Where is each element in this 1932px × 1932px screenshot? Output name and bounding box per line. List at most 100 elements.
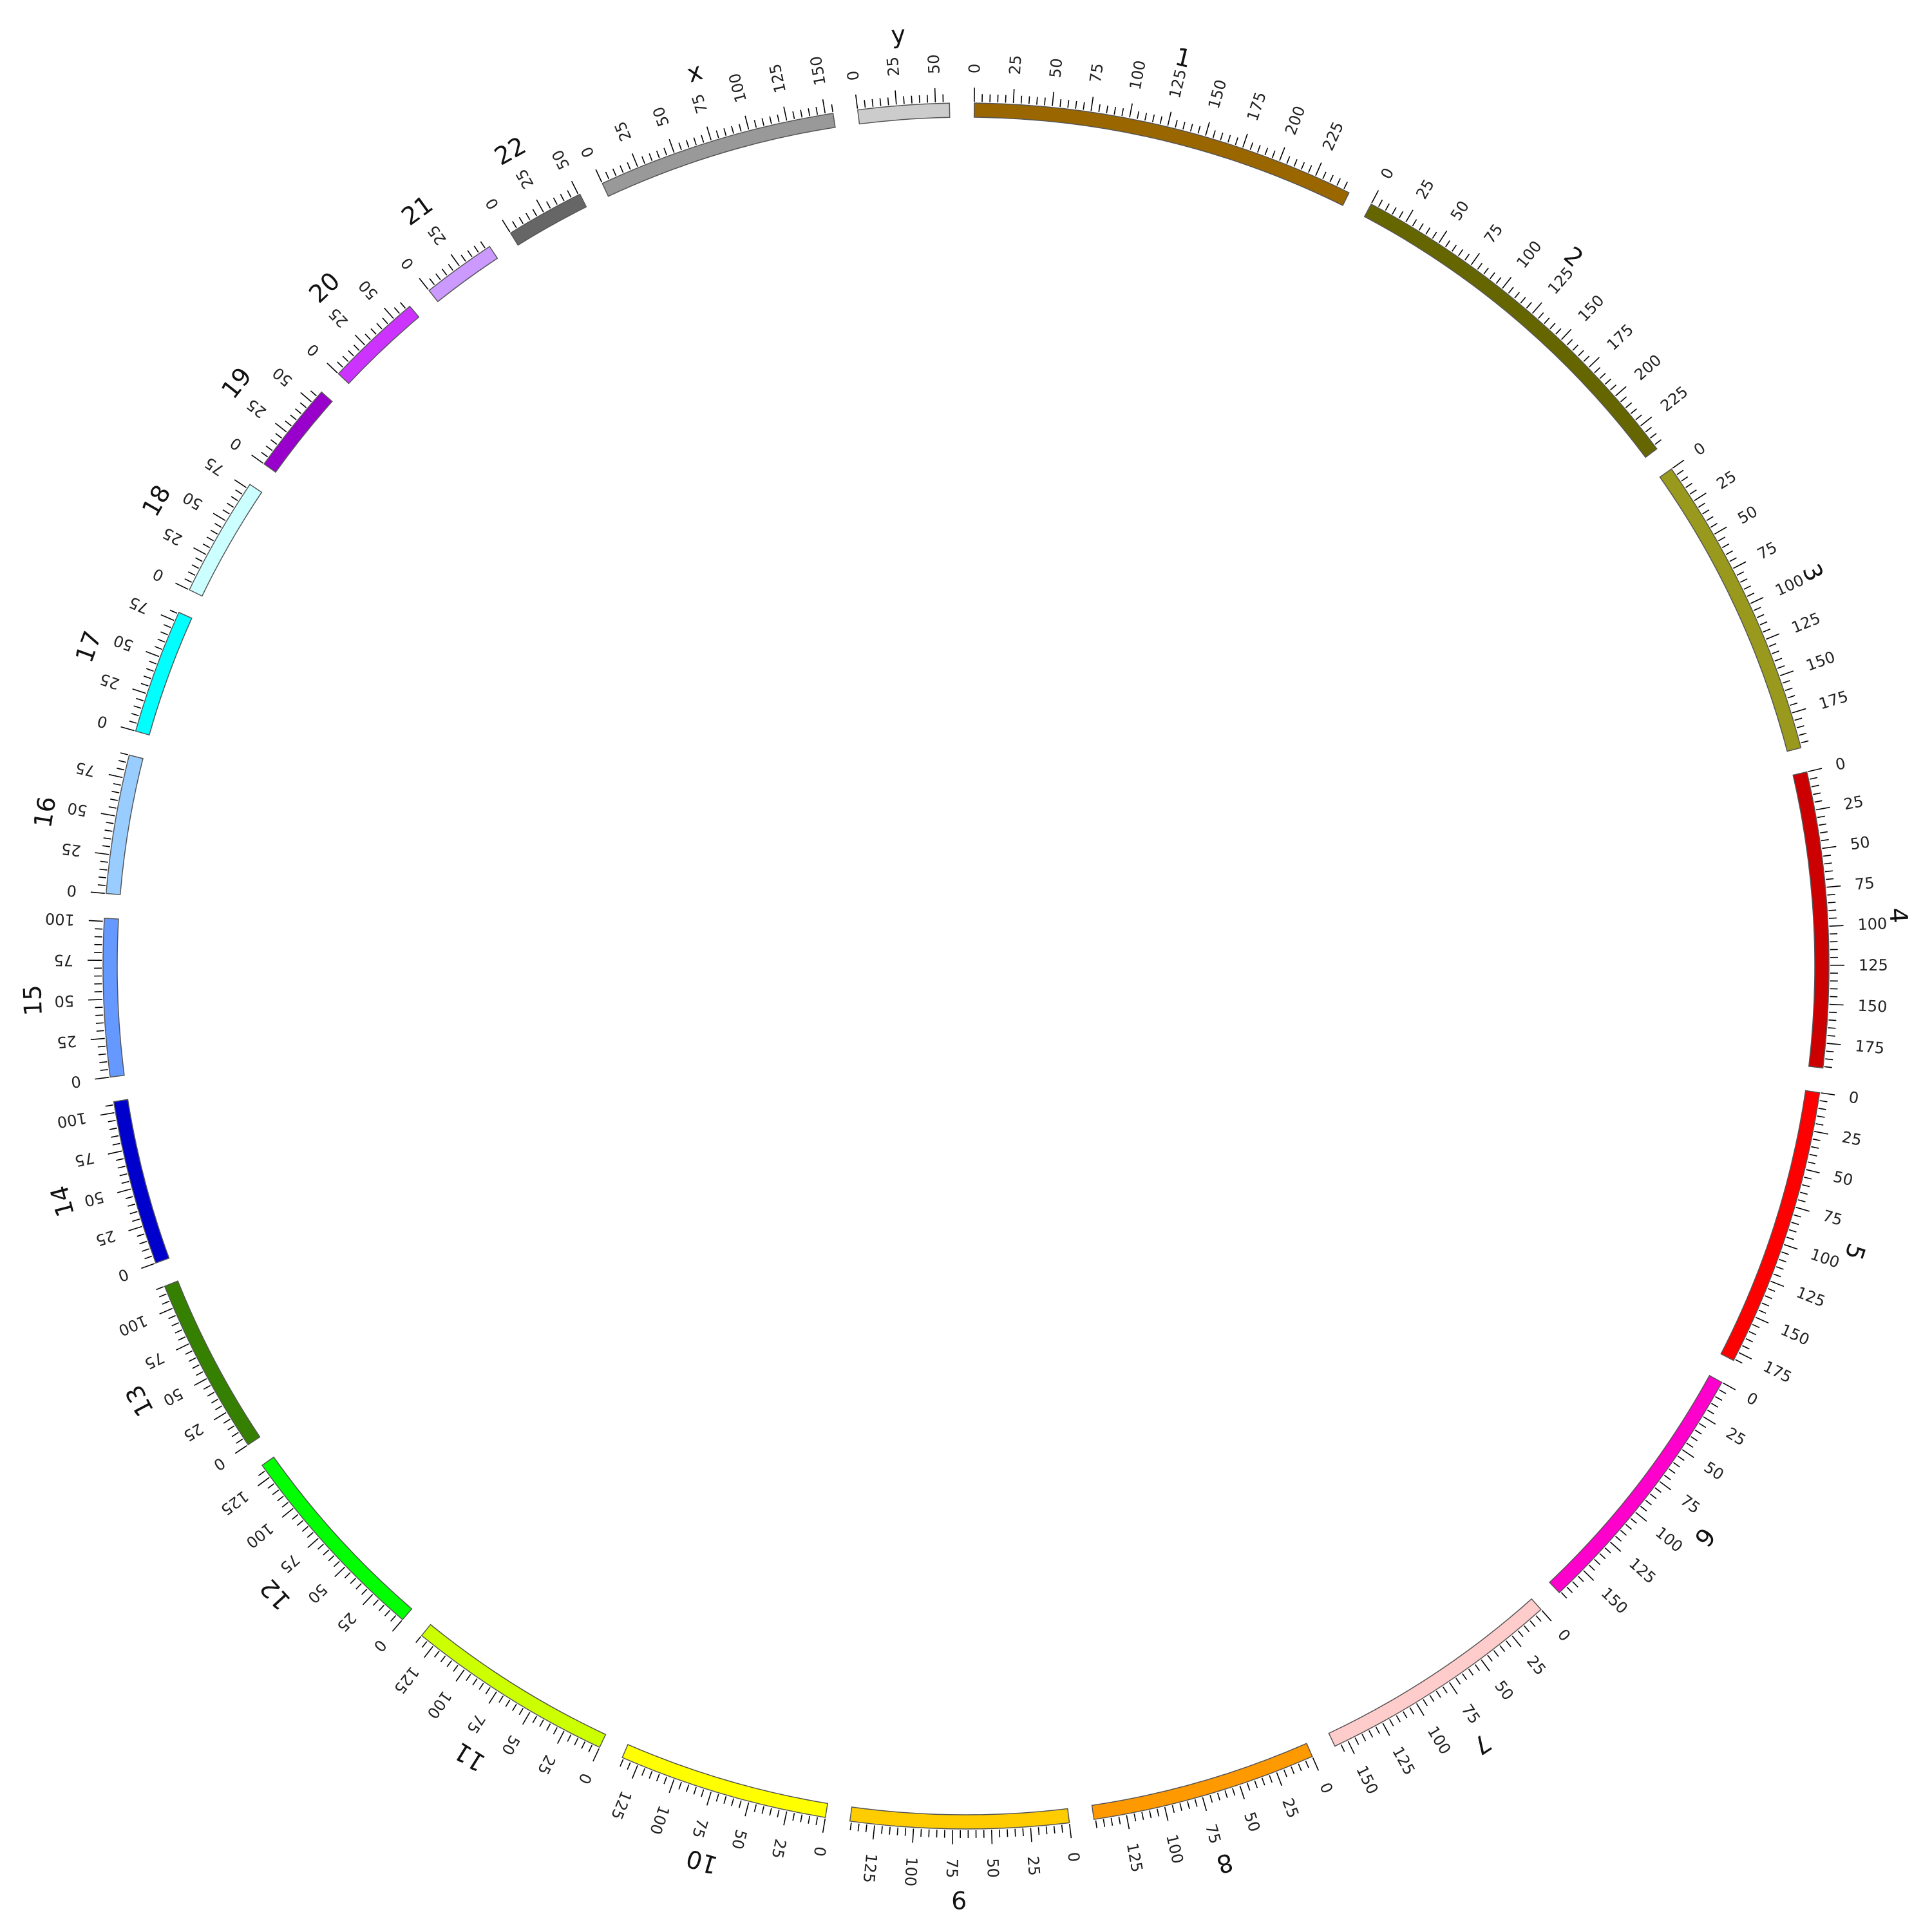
chr-1-minor-tick: [1075, 100, 1077, 109]
chr-10-minor-tick: [693, 1786, 697, 1795]
chr-6-label: 6: [1689, 1522, 1721, 1552]
chr-18-minor-tick: [227, 502, 234, 508]
chr-20-minor-tick: [337, 361, 343, 368]
chr-2-minor-tick: [1549, 323, 1556, 330]
chr-8-label: 8: [1213, 1848, 1236, 1879]
chr-4-minor-tick: [1814, 800, 1823, 803]
chr-5-minor-tick: [1807, 1161, 1815, 1164]
chr-8-minor-tick: [1269, 1775, 1273, 1783]
chr-7-minor-tick: [1487, 1654, 1493, 1662]
chr-2-major-tick: [1502, 277, 1512, 289]
chr-5-minor-tick: [1791, 1222, 1799, 1226]
chr-12-major-tick: [334, 1566, 346, 1578]
chr-7-tick-label: 50: [1491, 1677, 1517, 1703]
chr-5-minor-tick: [1758, 1309, 1766, 1314]
chr-8-minor-tick: [1194, 1799, 1198, 1807]
chr-15-tick-label: 75: [53, 951, 73, 969]
chr-9-minor-tick: [904, 1828, 907, 1836]
chr-15-minor-tick: [97, 1045, 106, 1048]
chr-12-tick-label: 0: [370, 1636, 390, 1656]
chr-3-minor-tick: [1747, 592, 1755, 597]
chr-15-ticks: 0 25 50 75 100: [44, 909, 109, 1091]
chr-9-major-tick: [872, 1825, 875, 1840]
chr-5-minor-tick: [1776, 1266, 1784, 1270]
chr-y-major-tick: [934, 88, 936, 102]
chr-x-minor-tick: [693, 137, 697, 146]
chr-1-tick-label: 225: [1319, 119, 1347, 153]
chr-12-band: [261, 1456, 413, 1620]
chr-2-tick-label: 75: [1481, 221, 1507, 247]
chr-21-minor-tick: [429, 278, 435, 285]
chr-13-minor-tick: [158, 1293, 167, 1298]
chr-14-minor-tick: [128, 1203, 136, 1207]
chr-18-tick-label: 75: [202, 453, 228, 479]
chr-13-minor-tick: [185, 1350, 193, 1355]
chr-2-minor-tick: [1650, 433, 1657, 439]
chr-4-major-tick: [1826, 885, 1841, 888]
chr-2-minor-tick: [1620, 396, 1627, 402]
chr-11-minor-tick: [567, 1734, 572, 1742]
chr-3-minor-tick: [1796, 725, 1804, 728]
chr-5-minor-tick: [1748, 1331, 1757, 1336]
chr-y-tick-label: 25: [884, 56, 903, 77]
chr-7-minor-tick: [1375, 1727, 1380, 1734]
chr-x-minor-tick: [641, 156, 646, 164]
chr-10-minor-tick: [701, 1789, 705, 1797]
chr-3-minor-tick: [1685, 482, 1693, 488]
chr-15-major-tick: [95, 1076, 109, 1080]
chr-11-band: [421, 1624, 607, 1748]
chr-5-major-tick: [1738, 1352, 1752, 1359]
chr-x-tick-label: 0: [578, 144, 598, 160]
chr-3-major-tick: [1766, 633, 1780, 640]
chr-16-tick-label: 25: [60, 839, 82, 860]
chr-5-minor-tick: [1817, 1115, 1825, 1118]
chr-13-minor-tick: [175, 1329, 183, 1334]
chr-17-tick-label: 25: [97, 670, 122, 693]
chr-1-minor-tick: [1059, 99, 1062, 108]
chr-4-ticks: 0 25 50 75 100 125 150 175: [1808, 754, 1888, 1068]
chr-5-tick-label: 25: [1841, 1128, 1863, 1149]
chr-15-minor-tick: [95, 1007, 103, 1009]
chr-19-minor-tick: [275, 433, 282, 439]
chr-11-minor-tick: [478, 1683, 484, 1690]
chr-7-minor-tick: [1442, 1686, 1448, 1694]
chr-8-major-tick: [1202, 1797, 1208, 1812]
chr-13-band: [164, 1280, 261, 1446]
chr-y-tick-label: 0: [844, 70, 863, 82]
chr-10-tick-label: 100: [646, 1803, 673, 1837]
chr-18-minor-tick: [231, 496, 238, 502]
chr-1-minor-tick: [1227, 135, 1231, 143]
chr-10-minor-tick: [685, 1784, 690, 1792]
chr-4-minor-tick: [1829, 1011, 1837, 1014]
chr-10-minor-tick: [777, 1810, 780, 1818]
chr-10-minor-tick: [723, 1796, 727, 1804]
chr-22-minor-tick: [512, 221, 517, 229]
chr-y-minor-tick: [911, 95, 913, 104]
chr-19-minor-tick: [290, 414, 297, 421]
chr-5-minor-tick: [1819, 1100, 1828, 1103]
chr-16-major-tick: [95, 852, 109, 855]
chr-2-minor-tick: [1538, 312, 1544, 319]
chr-6-major-tick: [1723, 1382, 1736, 1390]
chr-5-minor-tick: [1793, 1214, 1801, 1218]
chr-20-major-tick: [327, 363, 338, 374]
chr-6-minor-tick: [1604, 1547, 1611, 1554]
chr-3-minor-tick: [1801, 740, 1809, 744]
chr-17-minor-tick: [149, 660, 156, 665]
chr-22-tick-label: 25: [512, 166, 537, 191]
chr-11-tick-label: 125: [390, 1663, 422, 1697]
chr-3-tick-label: 25: [1713, 467, 1739, 493]
chr-14-minor-tick: [144, 1255, 153, 1260]
chr-17-minor-tick: [133, 705, 142, 709]
chr-7-band: [1328, 1598, 1542, 1747]
chr-12-minor-tick: [372, 1599, 379, 1606]
chr-10-tick-label: 125: [607, 1788, 635, 1823]
chr-14-minor-tick: [108, 1119, 116, 1122]
chr-6-minor-tick: [1630, 1518, 1637, 1524]
chr-3-tick-label: 125: [1789, 609, 1823, 637]
chr-3-minor-tick: [1763, 629, 1771, 633]
